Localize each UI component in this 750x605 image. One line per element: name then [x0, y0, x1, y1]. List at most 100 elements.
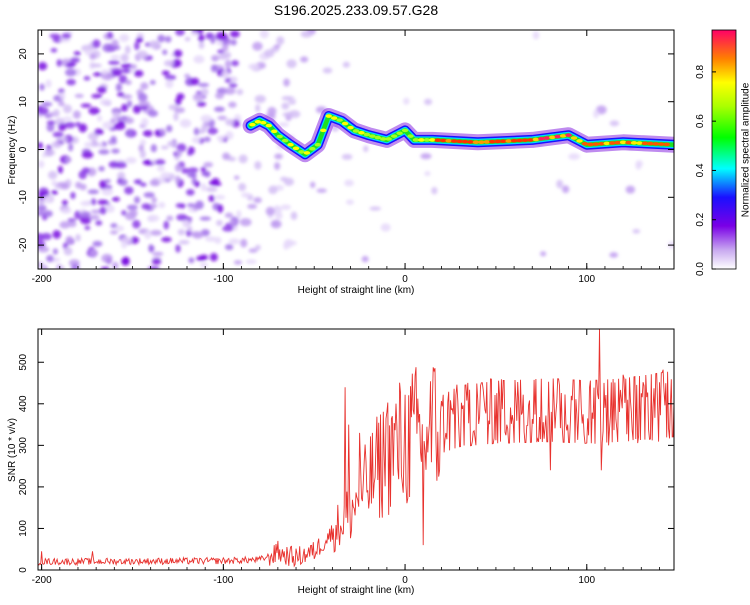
noise-blob [141, 117, 149, 127]
noise-blob [139, 139, 147, 146]
noise-blob [196, 255, 206, 261]
noise-blob [66, 78, 76, 86]
noise-blob [80, 200, 92, 207]
noise-blob [224, 212, 234, 218]
ridge-core-blob [265, 123, 272, 128]
ridge-core-blob [456, 139, 463, 144]
ridge-core-blob [554, 134, 561, 139]
noise-blob [346, 199, 354, 205]
noise-blob [73, 51, 81, 56]
noise-blob [196, 101, 207, 107]
ridge-core-blob [385, 137, 392, 141]
ridge-core-blob [445, 139, 452, 143]
ridge-core-blob [281, 138, 289, 143]
noise-blob [41, 232, 52, 241]
noise-blob [52, 248, 58, 255]
noise-blob [117, 92, 125, 97]
ridge-core-blob [559, 134, 567, 138]
noise-blob [109, 230, 119, 235]
noise-blob [200, 88, 209, 97]
noise-blob [60, 208, 72, 214]
noise-blob [361, 255, 369, 263]
noise-blob [90, 198, 97, 206]
noise-blob [46, 120, 56, 125]
ridge-core-blob [614, 140, 621, 145]
noise-blob [215, 31, 227, 41]
spectrogram-ytick-label: -20 [18, 237, 29, 252]
ridge-core-blob [565, 133, 572, 137]
noise-blob [200, 166, 207, 173]
noise-blob [181, 167, 190, 174]
snr-xlabel: Height of straight line (km) [298, 585, 415, 596]
noise-blob [280, 176, 288, 182]
noise-blob [160, 172, 171, 180]
noise-blob [78, 123, 88, 133]
noise-blob [124, 45, 131, 54]
snr-xtick-label: -100 [213, 575, 233, 586]
spectrogram-ylabel: Frequency (Hz) [7, 116, 18, 185]
noise-blob [190, 77, 200, 86]
noise-blob [97, 199, 109, 205]
noise-blob [80, 103, 92, 108]
noise-blob [310, 181, 316, 189]
noise-blob [532, 31, 540, 40]
noise-blob [149, 179, 160, 187]
noise-blob [57, 165, 64, 174]
noise-blob [92, 39, 101, 49]
noise-blob [38, 160, 45, 169]
noise-blob [286, 59, 297, 69]
noise-blob [184, 36, 191, 42]
spectrogram-ytick-label: 10 [18, 96, 29, 108]
noise-blob [241, 192, 251, 198]
noise-blob [316, 188, 327, 193]
noise-blob [143, 192, 155, 198]
noise-blob [173, 112, 179, 121]
ridge-core-blob [570, 136, 578, 140]
noise-blob [163, 220, 170, 230]
noise-blob [59, 37, 71, 43]
heatmap-layer [38, 30, 674, 269]
noise-blob [98, 142, 105, 148]
noise-blob [102, 43, 114, 53]
noise-blob [203, 136, 211, 142]
ridge-core-blob [647, 141, 654, 146]
noise-blob [97, 86, 107, 94]
noise-blob [92, 72, 102, 77]
noise-blob [248, 248, 258, 253]
noise-blob [133, 196, 141, 204]
noise-blob [213, 106, 225, 112]
noise-blob [230, 39, 237, 46]
noise-blob [148, 40, 160, 49]
noise-blob [79, 215, 92, 225]
noise-blob [136, 32, 145, 38]
noise-blob [229, 219, 236, 226]
noise-blob [45, 79, 52, 88]
noise-blob [65, 68, 77, 77]
noise-blob [89, 214, 100, 220]
noise-blob [140, 82, 149, 90]
colorbar-label: Normalized spectral amplitude [740, 82, 750, 217]
ridge-core-blob [276, 134, 283, 139]
ridge-core-blob [581, 141, 589, 146]
noise-blob [126, 204, 138, 211]
noise-blob [122, 256, 130, 265]
snr-series-line [38, 329, 674, 568]
noise-blob [105, 204, 115, 213]
noise-blob [165, 79, 174, 89]
noise-blob [283, 78, 290, 87]
noise-blob [344, 179, 354, 187]
noise-blob [322, 67, 333, 74]
noise-blob [100, 69, 109, 74]
noise-blob [104, 179, 111, 184]
spectrogram-xtick-label: 0 [402, 274, 408, 285]
noise-blob [215, 92, 225, 100]
noise-blob [150, 144, 157, 153]
noise-blob [221, 45, 229, 52]
noise-blob [205, 236, 217, 242]
ridge-core-blob [369, 134, 376, 138]
noise-blob [81, 167, 91, 174]
noise-blob [70, 191, 76, 200]
noise-blob [380, 223, 391, 232]
